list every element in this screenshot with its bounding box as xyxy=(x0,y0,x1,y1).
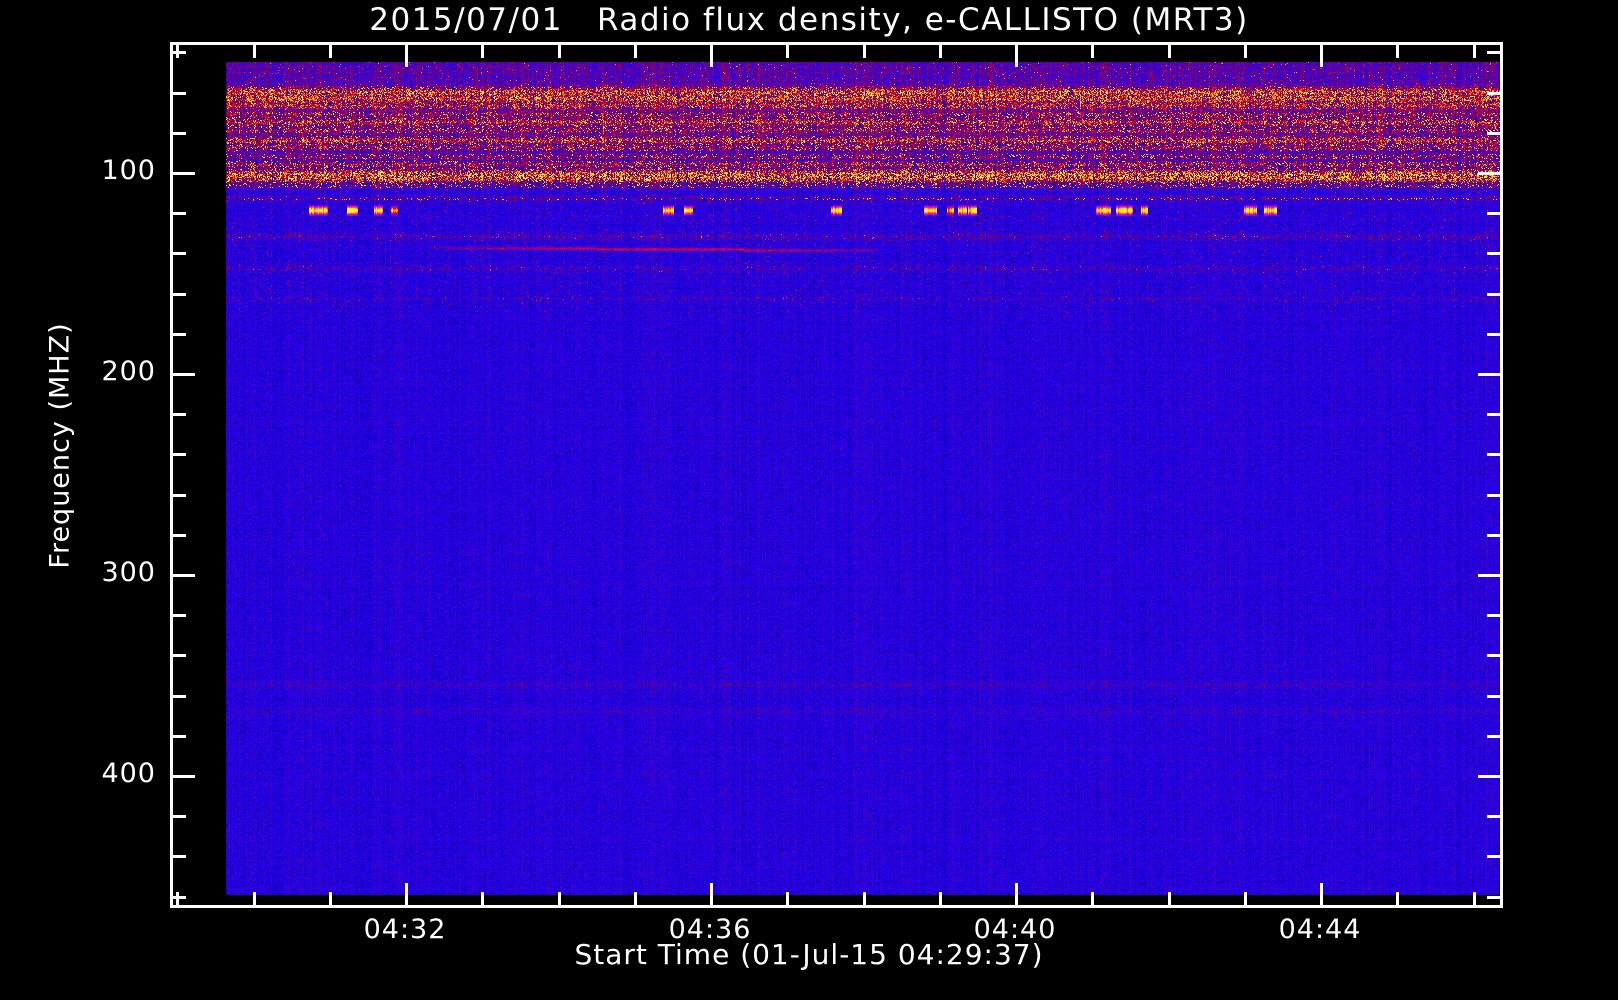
y-minor-tick-right xyxy=(1487,614,1500,617)
x-minor-tick xyxy=(176,892,179,905)
x-minor-tick xyxy=(863,892,866,905)
x-minor-tick-top xyxy=(1244,45,1247,58)
axes-frame xyxy=(170,42,1503,908)
y-minor-tick-right xyxy=(1487,51,1500,54)
x-tick-label: 04:32 xyxy=(363,914,447,945)
x-minor-tick xyxy=(481,892,484,905)
y-major-tick xyxy=(173,172,195,175)
y-major-tick xyxy=(173,775,195,778)
y-minor-tick xyxy=(173,896,186,899)
x-major-tick xyxy=(1015,883,1018,905)
x-major-tick-top xyxy=(405,45,408,67)
y-minor-tick xyxy=(173,252,186,255)
x-tick-label: 04:44 xyxy=(1278,914,1362,945)
x-major-tick xyxy=(1320,883,1323,905)
y-minor-tick xyxy=(173,333,186,336)
x-minor-tick xyxy=(786,892,789,905)
x-minor-tick xyxy=(1244,892,1247,905)
y-major-tick xyxy=(173,373,195,376)
x-minor-tick xyxy=(1168,892,1171,905)
y-minor-tick-right xyxy=(1487,252,1500,255)
y-minor-tick-right xyxy=(1487,735,1500,738)
y-minor-tick-right xyxy=(1487,855,1500,858)
y-minor-tick-right xyxy=(1487,92,1500,95)
x-minor-tick xyxy=(1091,892,1094,905)
y-minor-tick-right xyxy=(1487,534,1500,537)
y-minor-tick xyxy=(173,51,186,54)
spectrogram-canvas xyxy=(226,62,1500,895)
y-minor-tick xyxy=(173,695,186,698)
x-minor-tick xyxy=(329,892,332,905)
x-minor-tick-top xyxy=(863,45,866,58)
y-tick-label: 200 xyxy=(101,356,156,387)
y-minor-tick-right xyxy=(1487,695,1500,698)
y-major-tick-right xyxy=(1478,373,1500,376)
y-tick-label: 300 xyxy=(101,557,156,588)
y-minor-tick xyxy=(173,413,186,416)
y-tick-label: 100 xyxy=(101,155,156,186)
y-minor-tick xyxy=(173,293,186,296)
y-minor-tick-right xyxy=(1487,815,1500,818)
x-axis-title: Start Time (01-Jul-15 04:29:37) xyxy=(574,938,1044,971)
y-minor-tick xyxy=(173,654,186,657)
y-major-tick-right xyxy=(1478,775,1500,778)
y-minor-tick xyxy=(173,92,186,95)
x-minor-tick-top xyxy=(1091,45,1094,58)
y-minor-tick-right xyxy=(1487,494,1500,497)
y-minor-tick xyxy=(173,855,186,858)
x-major-tick-top xyxy=(1320,45,1323,67)
x-minor-tick-top xyxy=(481,45,484,58)
y-minor-tick xyxy=(173,494,186,497)
x-minor-tick-top xyxy=(558,45,561,58)
x-minor-tick xyxy=(558,892,561,905)
x-tick-label: 04:36 xyxy=(668,914,752,945)
y-minor-tick-right xyxy=(1487,293,1500,296)
y-minor-tick-right xyxy=(1487,413,1500,416)
y-minor-tick xyxy=(173,815,186,818)
x-minor-tick-top xyxy=(939,45,942,58)
x-tick-label: 04:40 xyxy=(973,914,1057,945)
y-major-tick xyxy=(173,574,195,577)
x-major-tick-top xyxy=(710,45,713,67)
x-minor-tick xyxy=(634,892,637,905)
y-minor-tick xyxy=(173,212,186,215)
x-major-tick xyxy=(405,883,408,905)
y-minor-tick xyxy=(173,534,186,537)
x-minor-tick-top xyxy=(634,45,637,58)
x-minor-tick xyxy=(1396,892,1399,905)
x-minor-tick-top xyxy=(1396,45,1399,58)
x-minor-tick-top xyxy=(1168,45,1171,58)
y-minor-tick-right xyxy=(1487,333,1500,336)
y-minor-tick xyxy=(173,614,186,617)
x-minor-tick xyxy=(253,892,256,905)
y-major-tick-right xyxy=(1478,172,1500,175)
x-minor-tick xyxy=(1473,892,1476,905)
x-minor-tick-top xyxy=(176,45,179,58)
x-major-tick xyxy=(710,883,713,905)
y-minor-tick xyxy=(173,453,186,456)
x-major-tick-top xyxy=(1015,45,1018,67)
y-minor-tick-right xyxy=(1487,896,1500,899)
page-title: 2015/07/01 Radio flux density, e-CALLIST… xyxy=(369,2,1249,38)
spectrogram-image xyxy=(226,62,1500,895)
y-minor-tick xyxy=(173,132,186,135)
y-minor-tick-right xyxy=(1487,453,1500,456)
y-minor-tick-right xyxy=(1487,132,1500,135)
y-minor-tick-right xyxy=(1487,654,1500,657)
x-minor-tick-top xyxy=(329,45,332,58)
x-minor-tick xyxy=(939,892,942,905)
y-minor-tick xyxy=(173,735,186,738)
x-minor-tick-top xyxy=(253,45,256,58)
y-major-tick-right xyxy=(1478,574,1500,577)
x-minor-tick-top xyxy=(1473,45,1476,58)
y-tick-label: 400 xyxy=(101,758,156,789)
y-minor-tick-right xyxy=(1487,212,1500,215)
x-minor-tick-top xyxy=(786,45,789,58)
